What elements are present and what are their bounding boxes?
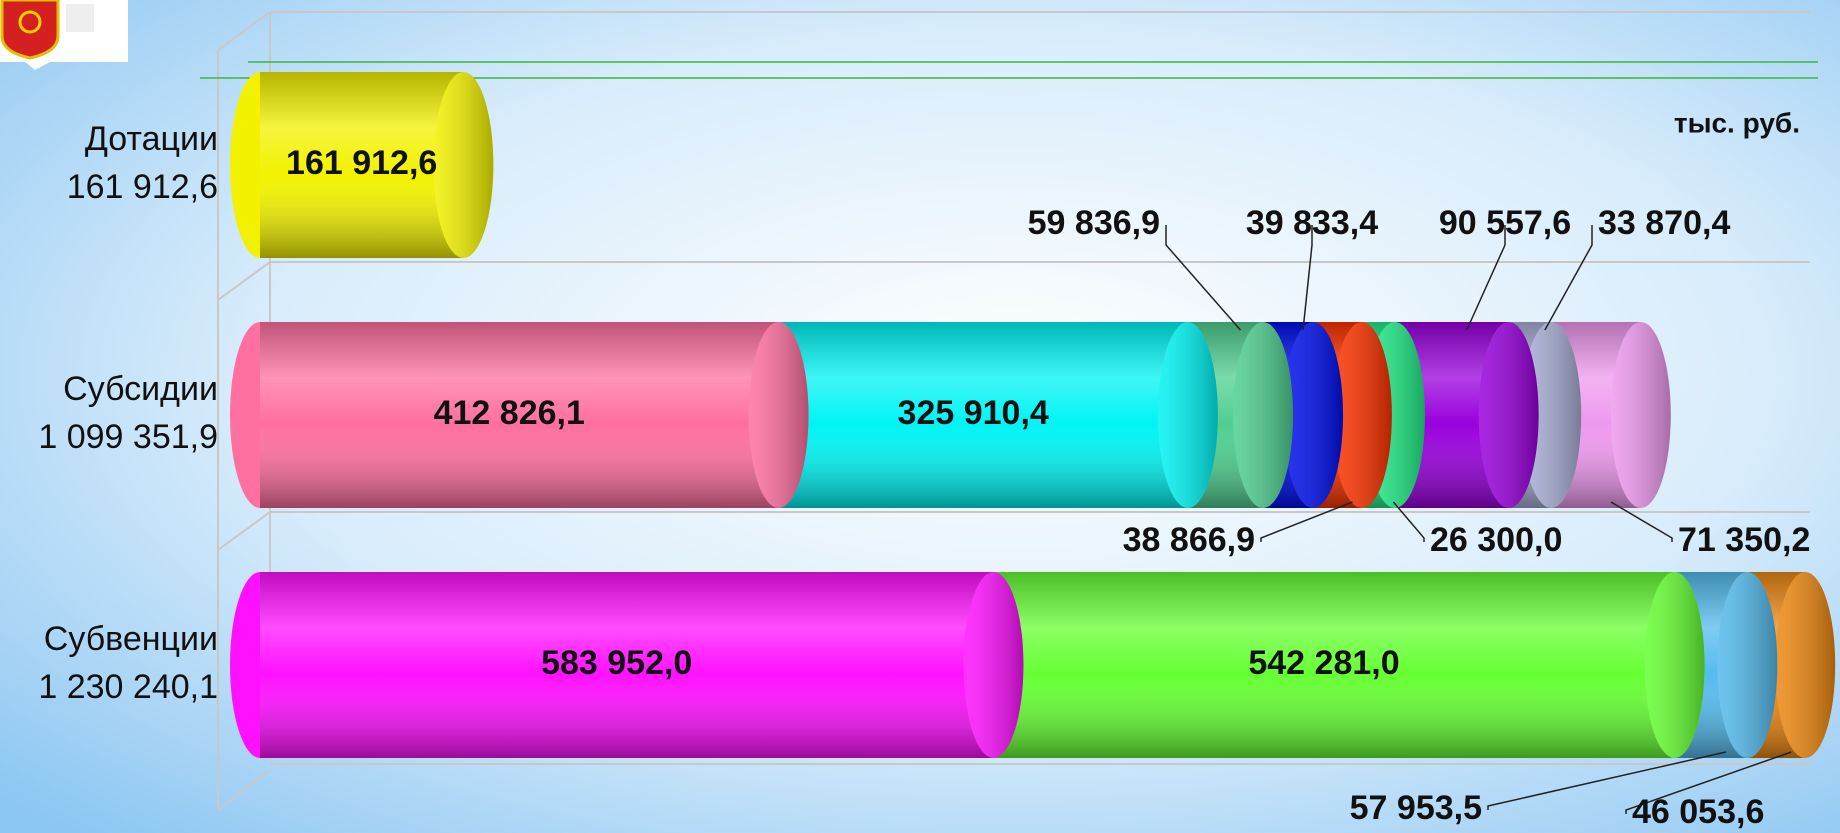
value-label: 325 910,4 — [898, 394, 1049, 432]
leader-line — [1302, 225, 1313, 331]
unit-label: тыс. руб. — [1674, 107, 1800, 138]
category-total: 1 099 351,9 — [38, 418, 218, 456]
segment-end-cap-shade — [1644, 572, 1705, 758]
segment-end-cap-shade — [1610, 322, 1671, 508]
segment-end-cap-shade — [1478, 322, 1539, 508]
bar-segment — [230, 322, 809, 508]
value-label: 38 866,9 — [1123, 521, 1255, 559]
logo — [0, 0, 128, 70]
bar-segment — [230, 572, 1024, 758]
segment-end-cap-shade — [1283, 322, 1344, 508]
category-label: Дотации — [85, 120, 218, 158]
leader-line — [1487, 751, 1727, 810]
segment-shade — [260, 322, 779, 508]
leader-line — [1625, 751, 1792, 814]
leader-line — [1544, 225, 1593, 331]
value-label: 59 836,9 — [1028, 204, 1160, 242]
value-label: 26 300,0 — [1430, 521, 1562, 559]
leader-line — [1260, 501, 1353, 542]
value-label: 412 826,1 — [434, 394, 585, 432]
value-label: 57 953,5 — [1350, 789, 1482, 827]
segment-end-cap-shade — [1233, 322, 1294, 508]
segment-shade — [993, 572, 1675, 758]
segment-end-cap-shade — [1717, 572, 1778, 758]
bar-segment — [230, 72, 494, 258]
category-total: 1 230 240,1 — [38, 668, 218, 706]
value-label: 39 833,4 — [1246, 204, 1378, 242]
value-label: 90 557,6 — [1439, 204, 1571, 242]
value-label: 583 952,0 — [541, 644, 692, 682]
segment-shade — [778, 322, 1188, 508]
category-total: 161 912,6 — [67, 168, 218, 206]
category-label: Субвенции — [44, 620, 218, 658]
leader-line — [1392, 501, 1425, 542]
value-label: 542 281,0 — [1248, 644, 1399, 682]
value-label: 46 053,6 — [1632, 793, 1764, 831]
category-label: Субсидии — [63, 370, 218, 408]
segment-end-cap-shade — [1331, 322, 1392, 508]
leader-line — [1466, 225, 1506, 331]
value-label: 161 912,6 — [286, 144, 437, 182]
segment-end-cap-shade — [1775, 572, 1836, 758]
segment-end-cap-shade — [1521, 322, 1582, 508]
segment-end-cap-shade — [963, 572, 1024, 758]
leader-line — [1165, 225, 1241, 331]
segment-shade — [260, 572, 994, 758]
value-label: 71 350,2 — [1678, 521, 1810, 559]
segment-end-cap-shade — [748, 322, 809, 508]
segment-end-cap-shade — [433, 72, 494, 258]
bar-segment — [748, 322, 1218, 508]
segment-end-cap-shade — [1157, 322, 1218, 508]
value-label: 33 870,4 — [1598, 204, 1730, 242]
segment-shade — [260, 72, 464, 258]
leader-line — [1610, 501, 1673, 542]
